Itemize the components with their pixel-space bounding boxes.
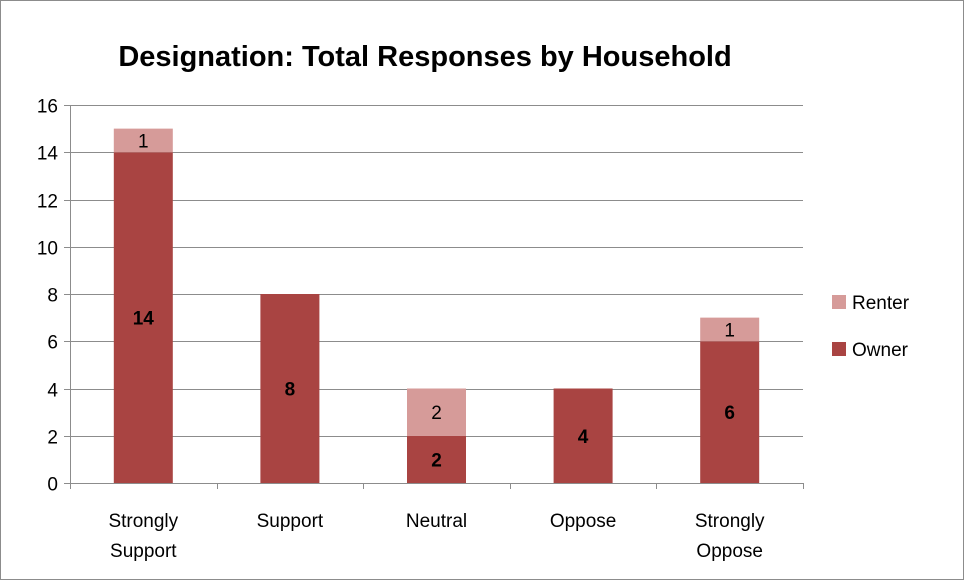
y-tick-label-14: 14 — [37, 144, 59, 165]
data-label-renter-2: 2 — [431, 403, 442, 424]
bar-renter-4 — [700, 317, 760, 342]
bars-layer — [113, 128, 760, 483]
y-tick-label-2: 2 — [47, 428, 58, 449]
data-label-owner-2: 2 — [431, 450, 442, 471]
bar-owner-3 — [553, 388, 613, 483]
grid-layer — [70, 105, 803, 437]
legend-swatch-owner — [832, 342, 846, 356]
axes-layer — [64, 105, 804, 489]
y-tick-label-12: 12 — [37, 192, 58, 213]
x-category-label-4-0: Strongly — [695, 511, 765, 532]
data-label-owner-1: 8 — [285, 380, 296, 401]
y-tick-label-16: 16 — [37, 97, 58, 118]
data-label-owner-4: 6 — [724, 403, 735, 424]
y-tick-label-6: 6 — [47, 333, 58, 354]
y-tick-label-8: 8 — [47, 286, 58, 307]
y-tick-label-4: 4 — [47, 381, 58, 402]
x-category-label-3-0: Oppose — [550, 511, 617, 532]
data-label-owner-0: 14 — [133, 309, 155, 330]
x-category-label-4-1: Oppose — [696, 541, 763, 562]
x-axis-labels: Strongly Support Support Neutral Oppose Stron… — [108, 511, 765, 562]
y-tick-label-0: 0 — [47, 475, 58, 496]
data-label-renter-0: 1 — [138, 131, 149, 152]
bar-owner-4 — [700, 341, 760, 483]
x-category-label-0-0: Strongly — [108, 511, 178, 532]
chart-title: Designation: Total Responses by Househol… — [118, 41, 731, 73]
y-axis-ticks: 0 2 4 6 8 10 12 14 16 — [37, 97, 59, 496]
y-tick-label-10: 10 — [37, 239, 58, 260]
x-category-label-2-0: Neutral — [406, 511, 467, 532]
legend: Renter Owner — [832, 293, 910, 361]
bar-owner-1 — [260, 294, 320, 483]
x-category-label-1-0: Support — [257, 511, 324, 532]
bar-renter-2 — [407, 388, 466, 436]
legend-label-owner: Owner — [852, 340, 909, 361]
x-category-label-0-1: Support — [110, 541, 177, 562]
legend-swatch-renter — [832, 295, 846, 309]
legend-label-renter: Renter — [852, 293, 910, 314]
bar-owner-2 — [407, 435, 466, 483]
bar-owner-0 — [113, 152, 173, 483]
data-label-renter-4: 1 — [724, 320, 735, 341]
data-label-owner-3: 4 — [578, 427, 589, 448]
data-labels: 14 1 8 2 2 4 6 1 — [133, 131, 735, 471]
bar-renter-0 — [113, 128, 173, 153]
